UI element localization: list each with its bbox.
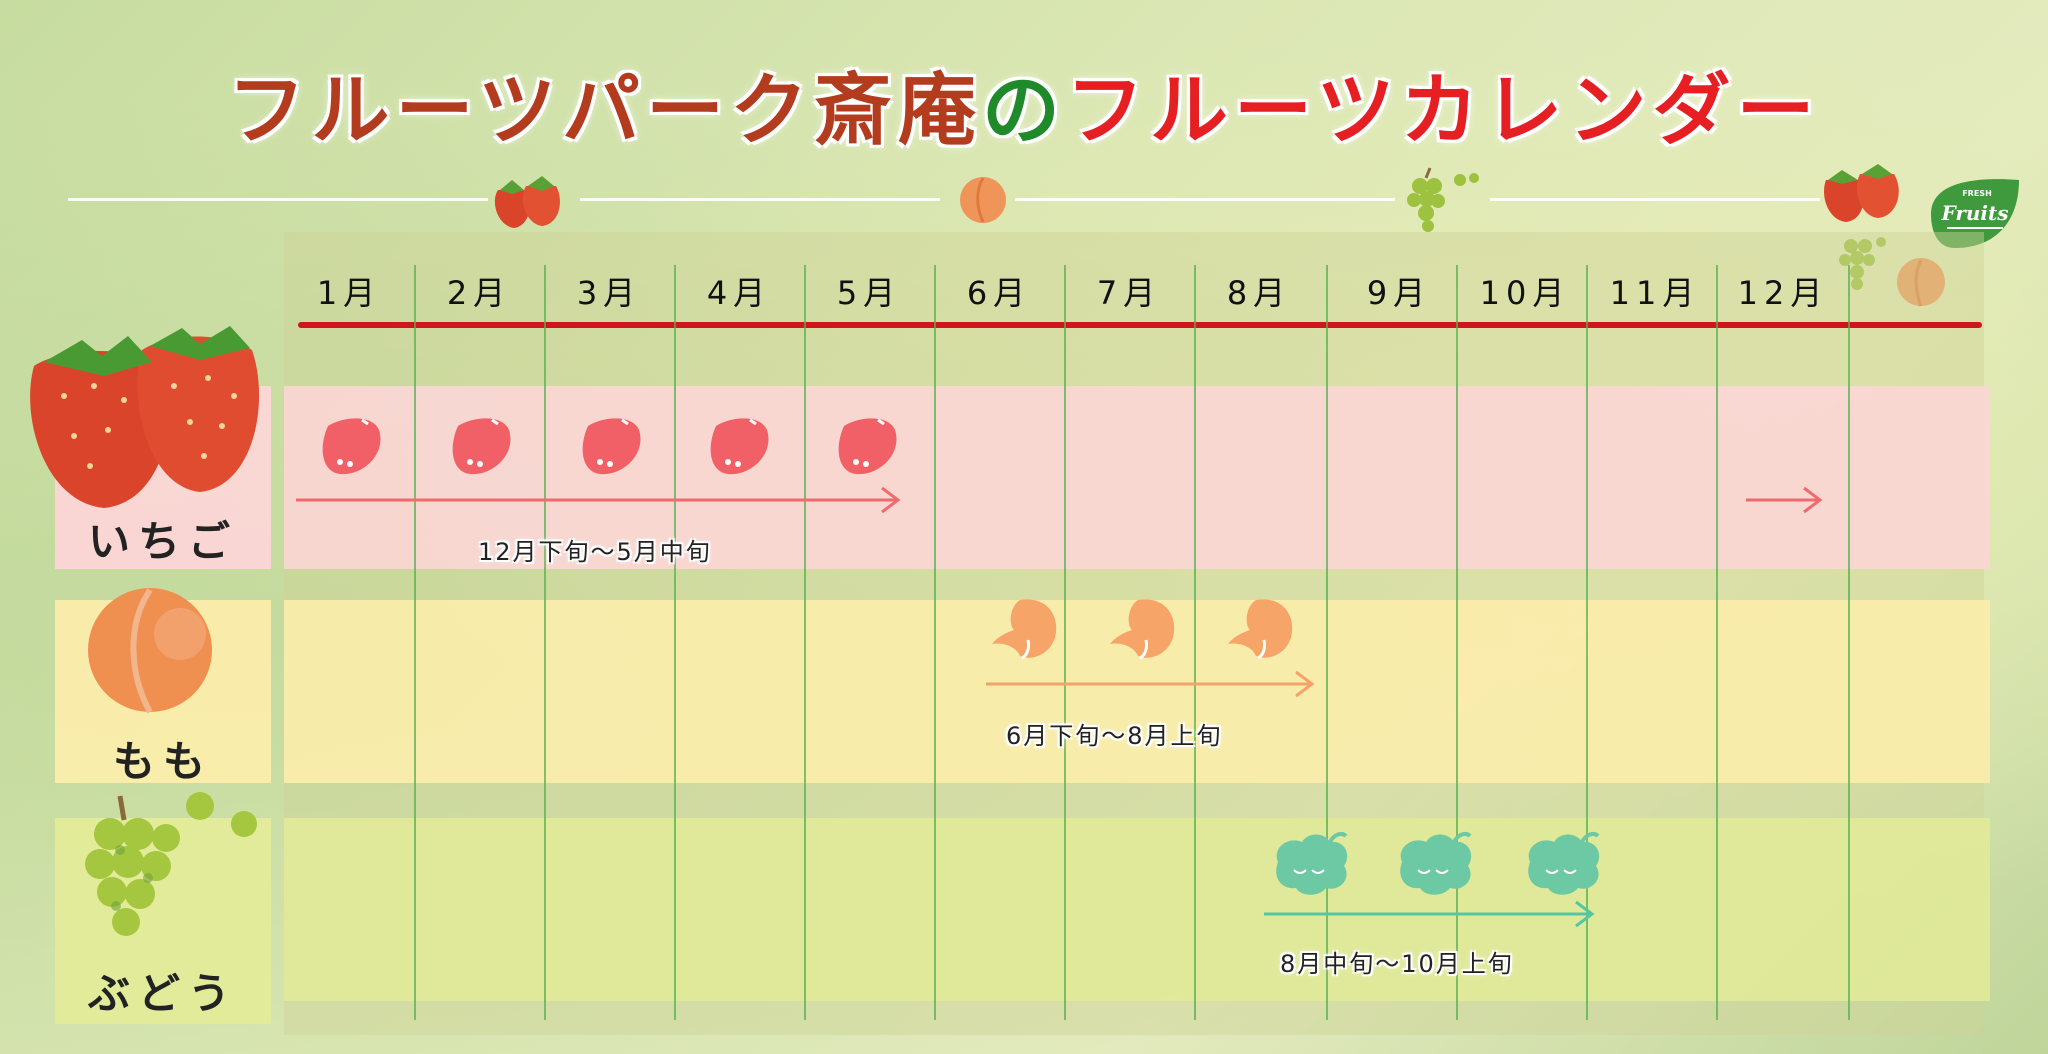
month-header-line [298, 322, 1982, 328]
strawberry-period-arrow-december [1744, 486, 1824, 514]
row-label-text: もも [112, 737, 213, 786]
fresh-fruits-badge: FRESH Fruits [1925, 172, 2025, 252]
title-part-no: の [981, 66, 1066, 156]
grape-icon [1400, 166, 1490, 238]
month-label: 6月 [966, 274, 1032, 312]
month-divider [1326, 265, 1328, 1020]
month-divider [804, 265, 806, 1020]
strawberry-icon [490, 172, 566, 232]
peach-period-label: 6月下旬～8月上旬 [1006, 722, 1223, 750]
grape-period-label: 8月中旬～10月上旬 [1280, 950, 1514, 978]
strawberry-icon [448, 414, 516, 476]
peach-icon [990, 596, 1060, 662]
month-label: 2月 [446, 274, 512, 312]
peach-icon [70, 580, 230, 714]
title-part-park: フルーツパーク斎庵 [227, 66, 982, 156]
divider-line [68, 198, 488, 201]
month-label: 5月 [836, 274, 902, 312]
grape-icon [80, 790, 280, 960]
strawberry-icon [578, 414, 646, 476]
divider-line [580, 198, 940, 201]
month-label: 11月 [1609, 274, 1701, 312]
divider-line [1490, 198, 1820, 201]
peach-icon [1108, 596, 1178, 662]
peach-icon [1892, 254, 1950, 308]
month-label: 4月 [706, 274, 772, 312]
strawberry-icon [834, 414, 902, 476]
month-label: 1月 [316, 274, 382, 312]
peach-period-arrow [984, 670, 1318, 698]
grape-band [284, 818, 1990, 1001]
strawberry-icon [24, 326, 264, 512]
grape-icon [1835, 232, 1895, 298]
page-title: フルーツパーク斎庵のフルーツカレンダー [0, 48, 2048, 160]
strawberry-icon [1820, 160, 1906, 226]
title-part-calendar: フルーツカレンダー [1066, 66, 1821, 156]
badge-big-text: Fruits [1940, 201, 2008, 225]
badge-small-text: FRESH [1962, 189, 1992, 198]
grape-period-arrow [1262, 900, 1598, 928]
strawberry-icon [318, 414, 386, 476]
month-divider [1194, 265, 1196, 1020]
strawberry-icon [706, 414, 774, 476]
month-label: 7月 [1096, 274, 1162, 312]
peach-icon [1226, 596, 1296, 662]
month-divider [1586, 265, 1588, 1020]
month-divider [414, 265, 416, 1020]
row-label-text: いちご [87, 517, 238, 566]
peach-icon [955, 172, 1011, 224]
month-label: 10月 [1479, 274, 1571, 312]
row-label-text: ぶどう [87, 969, 238, 1018]
month-label: 9月 [1366, 274, 1432, 312]
month-divider [934, 265, 936, 1020]
month-divider [1064, 265, 1066, 1020]
strawberry-period-arrow [294, 486, 904, 514]
strawberry-band [284, 386, 1990, 569]
month-label: 12月 [1737, 274, 1829, 312]
month-label: 8月 [1226, 274, 1292, 312]
grape-icon [1396, 828, 1478, 898]
month-label: 3月 [576, 274, 642, 312]
month-divider [1848, 265, 1850, 1020]
month-divider [544, 265, 546, 1020]
grape-icon [1524, 828, 1606, 898]
divider-line [1015, 198, 1395, 201]
month-divider [674, 265, 676, 1020]
strawberry-period-label: 12月下旬～5月中旬 [478, 538, 712, 566]
month-divider [1716, 265, 1718, 1020]
month-divider [1456, 265, 1458, 1020]
grape-icon [1272, 828, 1354, 898]
